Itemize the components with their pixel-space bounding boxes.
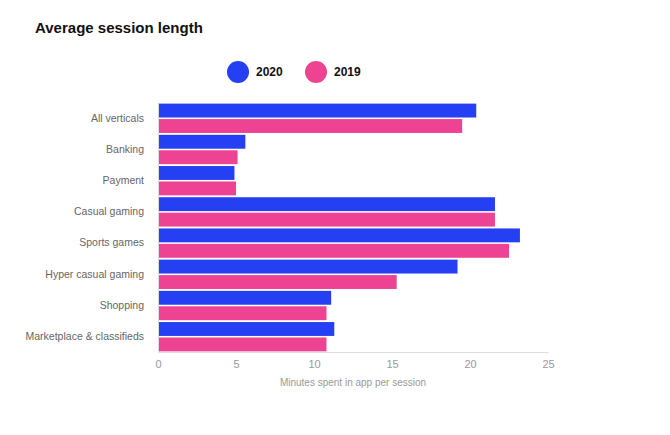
x-tick: 0 (155, 352, 161, 370)
bar (158, 135, 245, 149)
y-tick: Sports games (79, 236, 158, 248)
x-tick: 5 (233, 352, 239, 370)
legend: 2020 2019 (227, 61, 361, 83)
x-tick-label: 0 (155, 358, 161, 370)
bar (158, 260, 458, 274)
y-axis-line (158, 104, 159, 353)
y-tick-label: Shopping (100, 299, 145, 311)
x-tick: 20 (464, 352, 476, 370)
y-tick: Banking (106, 143, 158, 155)
legend-swatch (227, 61, 249, 83)
bar (158, 104, 476, 118)
x-tick-label: 5 (233, 358, 239, 370)
y-tick-label: Sports games (79, 236, 144, 248)
y-tick: Payment (103, 174, 158, 186)
x-tick-label: 20 (464, 358, 476, 370)
y-tick: Casual gaming (74, 205, 158, 217)
bar (158, 228, 520, 242)
legend-swatch (305, 61, 327, 83)
x-tick-label: 15 (386, 358, 398, 370)
bar (158, 197, 495, 211)
bar (158, 291, 331, 305)
bar (158, 337, 326, 351)
bar (158, 244, 509, 258)
x-axis: 0 5 10 15 20 25 (155, 352, 554, 370)
y-axis: All verticals Banking Payment Casual gaming… (26, 104, 159, 353)
x-tick-label: 10 (308, 358, 320, 370)
bar (158, 322, 334, 336)
legend-label: 2019 (334, 65, 361, 79)
y-tick: Hyper casual gaming (45, 268, 158, 280)
y-tick-label: Payment (103, 174, 145, 186)
y-tick: Shopping (100, 299, 158, 311)
bar (158, 150, 238, 164)
chart: Average session length 2020 2019 0 5 10 15 20 25… (0, 0, 670, 435)
x-tick: 15 (386, 352, 398, 370)
bar (158, 213, 495, 227)
y-tick-label: Casual gaming (74, 205, 144, 217)
y-tick-label: Banking (106, 143, 144, 155)
y-tick-label: Marketplace & classifieds (26, 330, 144, 342)
y-tick: All verticals (91, 112, 158, 124)
x-tick: 10 (308, 352, 320, 370)
bar (158, 181, 236, 195)
bar (158, 275, 397, 289)
bar (158, 166, 234, 180)
bars (158, 104, 520, 352)
x-axis-line (159, 352, 549, 353)
y-tick-label: All verticals (91, 112, 144, 124)
x-tick-label: 25 (542, 358, 554, 370)
bar (158, 119, 462, 133)
x-axis-title: Minutes spent in app per session (280, 377, 426, 388)
x-tick: 25 (542, 352, 554, 370)
legend-label: 2020 (256, 65, 283, 79)
bar (158, 306, 326, 320)
y-tick-label: Hyper casual gaming (45, 268, 144, 280)
title: Average session length (35, 19, 203, 36)
y-tick: Marketplace & classifieds (26, 330, 158, 342)
